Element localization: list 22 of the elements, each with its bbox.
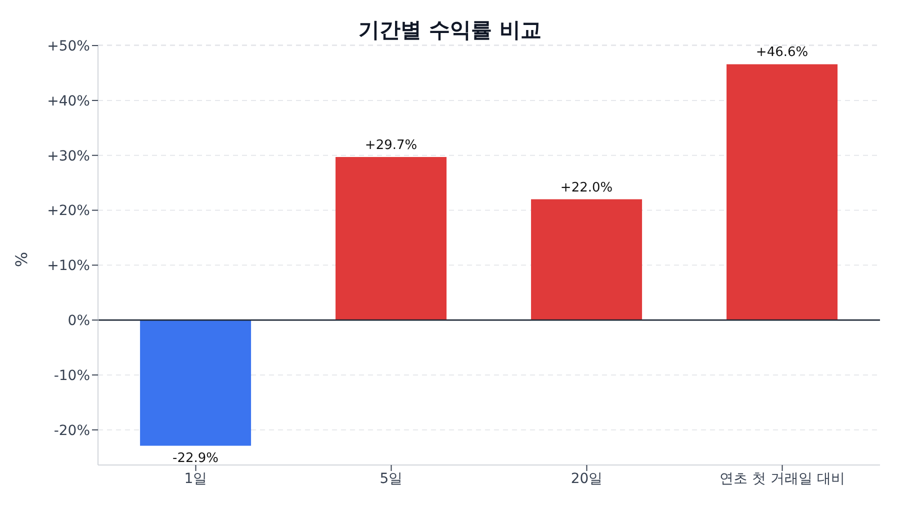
y-tick-label: +20% xyxy=(47,203,90,220)
data-label: +29.7% xyxy=(364,138,418,153)
y-tick-label: -10% xyxy=(54,368,90,384)
data-label: -22.9% xyxy=(172,450,219,466)
y-tick-label: -20% xyxy=(54,422,90,439)
y-tick-label: +40% xyxy=(47,93,90,110)
bar xyxy=(531,199,642,320)
data-label: +46.6% xyxy=(756,45,808,60)
x-tick-label: 20일 xyxy=(570,470,603,487)
x-tick-label: 5일 xyxy=(380,470,403,487)
y-axis-title: % xyxy=(12,252,32,268)
bar xyxy=(140,320,252,446)
y-tick-label: +30% xyxy=(47,148,90,164)
y-tick-label: +10% xyxy=(47,258,90,274)
bar xyxy=(726,64,838,320)
bar xyxy=(336,157,447,320)
x-tick-label: 1일 xyxy=(184,470,208,487)
y-tick-label: 0% xyxy=(68,313,90,330)
x-tick-label: 연초 첫 거래일 대비 xyxy=(720,470,845,487)
chart-title: 기간별 수익률 비교 xyxy=(358,18,542,42)
y-tick-label: +50% xyxy=(47,38,90,55)
data-label: +22.0% xyxy=(560,180,613,196)
